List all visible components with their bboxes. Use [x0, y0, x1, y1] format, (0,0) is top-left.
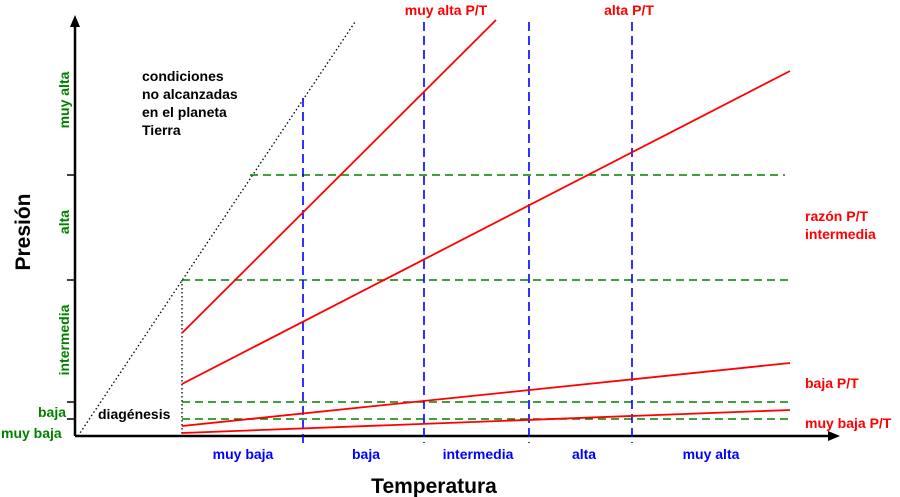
unreachable-label-line1: condiciones: [142, 68, 224, 84]
temperature-label-alta: alta: [572, 446, 596, 462]
ratio-label-intermedia-line1: razón P/T: [805, 208, 868, 224]
unreachable-label-line2: no alcanzadas: [142, 86, 238, 102]
ratio-line-baja: [181, 362, 791, 427]
x-axis-arrow: [828, 431, 840, 441]
temperature-label-muy-baja: muy baja: [213, 446, 274, 462]
temperature-label-intermedia: intermedia: [443, 446, 514, 462]
pressure-label-baja: baja: [38, 404, 66, 420]
y-axis-arrow: [70, 15, 80, 27]
diagenesis-label: diagénesis: [98, 406, 171, 422]
unreachable-label-line4: Tierra: [142, 122, 181, 138]
pressure-label-muy-baja: muy baja: [1, 425, 62, 441]
x-axis-title: Temperatura: [371, 475, 497, 497]
pressure-label-muy-alta: muy alta: [56, 71, 72, 128]
ratio-label-muy-alta: muy alta P/T: [405, 2, 488, 18]
pressure-label-alta: alta: [56, 210, 72, 234]
ratio-line-intermedia: [181, 70, 791, 385]
ratio-label-intermedia-line2: intermedia: [805, 226, 876, 242]
unreachable-label-line3: en el planeta: [142, 104, 227, 120]
ratio-line-muy-alta: [181, 19, 497, 334]
temperature-label-muy-alta: muy alta: [683, 446, 740, 462]
y-axis-title: Presión: [12, 193, 35, 270]
temperature-label-baja: baja: [352, 446, 380, 462]
pressure-label-intermedia: intermedia: [56, 304, 72, 375]
ratio-label-baja: baja P/T: [805, 375, 859, 391]
ratio-label-muy-baja: muy baja P/T: [805, 415, 892, 431]
ratio-line-muy-baja: [181, 409, 791, 434]
ratio-label-alta: alta P/T: [604, 2, 654, 18]
earth-limit-line: [77, 21, 356, 437]
